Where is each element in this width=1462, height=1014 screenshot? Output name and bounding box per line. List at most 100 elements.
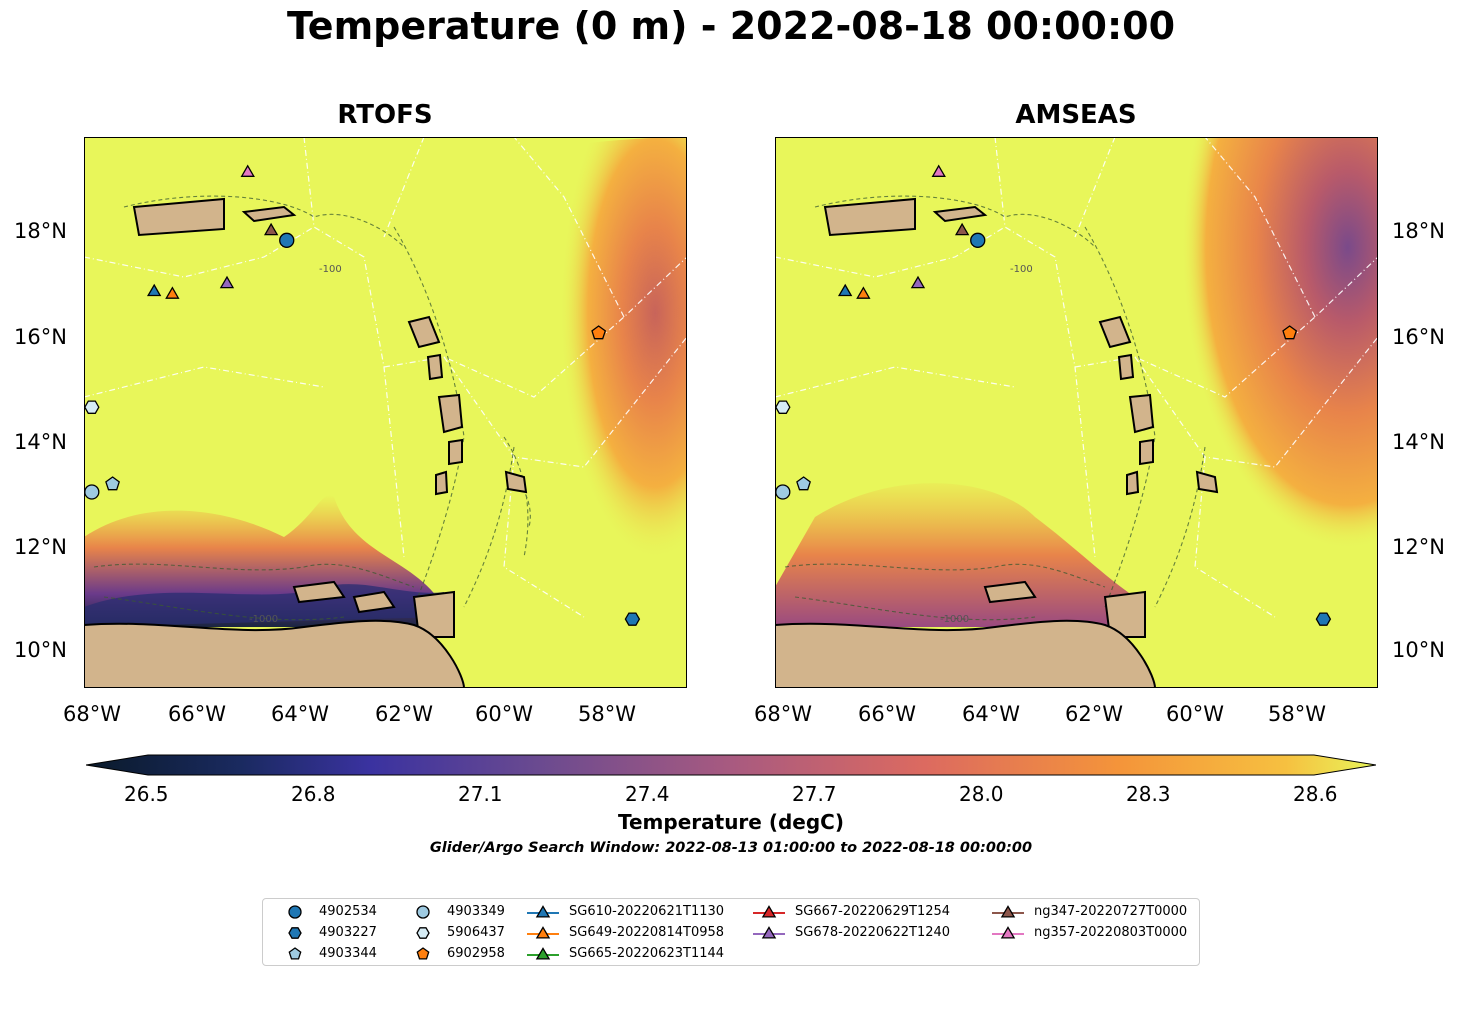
lon-tick-right: 62°W: [1065, 702, 1123, 726]
lon-tick-left: 58°W: [578, 702, 636, 726]
map-rtofs: -100 -1000: [83, 136, 688, 689]
contour-label: -100: [319, 264, 342, 275]
legend-label: 5906437: [447, 925, 505, 940]
lat-tick-left: 16°N: [14, 325, 67, 349]
warm-anomaly-east: [1075, 137, 1378, 688]
lat-tick-right: 14°N: [1392, 430, 1445, 454]
legend-marker-icon: [288, 947, 302, 960]
panel-title-amseas: AMSEAS: [1015, 100, 1137, 130]
platform-marker-4903344: [796, 476, 811, 491]
legend-marker-icon: [416, 927, 430, 939]
legend-marker-icon: [753, 926, 785, 939]
colorbar-graphic: [85, 754, 1377, 776]
lat-tick-left: 10°N: [14, 638, 67, 662]
legend: 4902534 4903227 4903344 4903349 5906437 69029…: [262, 898, 1200, 966]
legend-label: SG610-20220621T1130: [569, 904, 725, 919]
legend-label: ng347-20220727T0000: [1034, 904, 1188, 919]
platform-marker-SG678-20220622T1240: [219, 275, 235, 289]
lon-tick-left: 64°W: [271, 702, 329, 726]
lat-tick-left: 18°N: [14, 219, 67, 243]
upwelling-band: [84, 584, 444, 627]
legend-label: 4902534: [319, 904, 377, 919]
platform-marker-4902534: [970, 232, 986, 248]
platform-marker-SG610-20220621T1130: [146, 283, 162, 297]
platform-marker-ng357-20220803T0000: [931, 164, 946, 177]
platform-marker-ng347-20220727T0000: [954, 222, 970, 236]
platform-marker-6902958: [1282, 325, 1298, 340]
islands: [132, 197, 528, 638]
contour-label: -1000: [940, 614, 969, 625]
map-amseas: -100 -1000: [774, 136, 1379, 689]
colorbar-tick: 28.0: [959, 782, 1004, 806]
warm-anomaly-east: [474, 137, 687, 688]
lat-tick-right: 18°N: [1392, 219, 1445, 243]
legend-marker-icon: [527, 926, 559, 939]
lon-tick-right: 64°W: [962, 702, 1020, 726]
platform-marker-SG678-20220622T1240: [910, 275, 926, 289]
platform-marker-ng357-20220803T0000: [240, 164, 255, 177]
colorbar-tick: 28.6: [1293, 782, 1338, 806]
legend-marker-icon: [416, 905, 430, 919]
platform-marker-4903227: [624, 612, 641, 626]
colorbar-label: Temperature (degC): [618, 810, 844, 834]
lon-tick-left: 60°W: [475, 702, 533, 726]
lat-tick-right: 16°N: [1392, 325, 1445, 349]
trinidad: [412, 590, 455, 638]
legend-marker-icon: [753, 905, 785, 918]
map-frame-amseas: [775, 137, 1378, 688]
legend-label: 4903349: [447, 904, 505, 919]
legend-label: SG678-20220622T1240: [795, 925, 951, 940]
lat-tick-right: 12°N: [1392, 535, 1445, 559]
platform-marker-6902958: [591, 325, 607, 340]
colorbar-tick: 27.1: [458, 782, 503, 806]
colorbar-tick: 26.8: [291, 782, 336, 806]
lon-tick-left: 68°W: [63, 702, 121, 726]
trinidad: [1103, 590, 1146, 638]
cool-anomaly-south: [775, 483, 1135, 627]
legend-label: SG665-20220623T1144: [569, 946, 725, 961]
lon-tick-right: 68°W: [754, 702, 812, 726]
lat-tick-right: 10°N: [1392, 638, 1445, 662]
colorbar-tick: 28.3: [1126, 782, 1171, 806]
platform-marker-4903344: [105, 476, 120, 491]
legend-marker-icon: [527, 905, 559, 918]
platform-marker-4902534: [279, 232, 295, 248]
colorbar-tick: 27.7: [792, 782, 837, 806]
map-frame-rtofs: [84, 137, 687, 688]
lat-tick-left: 14°N: [14, 430, 67, 454]
colorbar-tick: 27.4: [625, 782, 670, 806]
platform-marker-SG649-20220814T0958: [165, 286, 180, 299]
legend-marker-icon: [992, 905, 1024, 918]
contour-label: -1000: [249, 614, 278, 625]
puerto-rico: [823, 197, 916, 237]
legend-marker-icon: [416, 947, 430, 960]
lat-tick-left: 12°N: [14, 535, 67, 559]
legend-label: SG667-20220629T1254: [795, 904, 951, 919]
legend-label: 6902958: [447, 946, 505, 961]
puerto-rico: [132, 197, 225, 237]
legend-label: ng357-20220803T0000: [1034, 925, 1188, 940]
lon-tick-right: 58°W: [1268, 702, 1326, 726]
legend-marker-icon: [288, 905, 302, 919]
legend-label: SG649-20220814T0958: [569, 925, 725, 940]
lon-tick-right: 60°W: [1166, 702, 1224, 726]
bathymetry-contours: [784, 195, 1206, 621]
lon-tick-right: 66°W: [858, 702, 916, 726]
south-america-coast: [83, 619, 466, 689]
south-america-coast: [774, 619, 1157, 689]
lon-tick-left: 66°W: [168, 702, 226, 726]
map-panel-rtofs: -100 -1000: [83, 136, 688, 689]
contour-label: -100: [1010, 264, 1033, 275]
figure-title: Temperature (0 m) - 2022-08-18 00:00:00: [286, 4, 1176, 48]
legend-marker-icon: [288, 927, 302, 939]
legend-label: 4903227: [319, 925, 377, 940]
legend-label: 4903344: [319, 946, 377, 961]
colorbar: [85, 754, 1377, 776]
colorbar-tick: 26.5: [124, 782, 169, 806]
panel-title-rtofs: RTOFS: [337, 100, 433, 130]
legend-marker-icon: [992, 926, 1024, 939]
platform-marker-SG610-20220621T1130: [837, 283, 853, 297]
lon-tick-left: 62°W: [375, 702, 433, 726]
islands: [823, 197, 1219, 638]
platform-marker-4903227: [1315, 612, 1332, 626]
